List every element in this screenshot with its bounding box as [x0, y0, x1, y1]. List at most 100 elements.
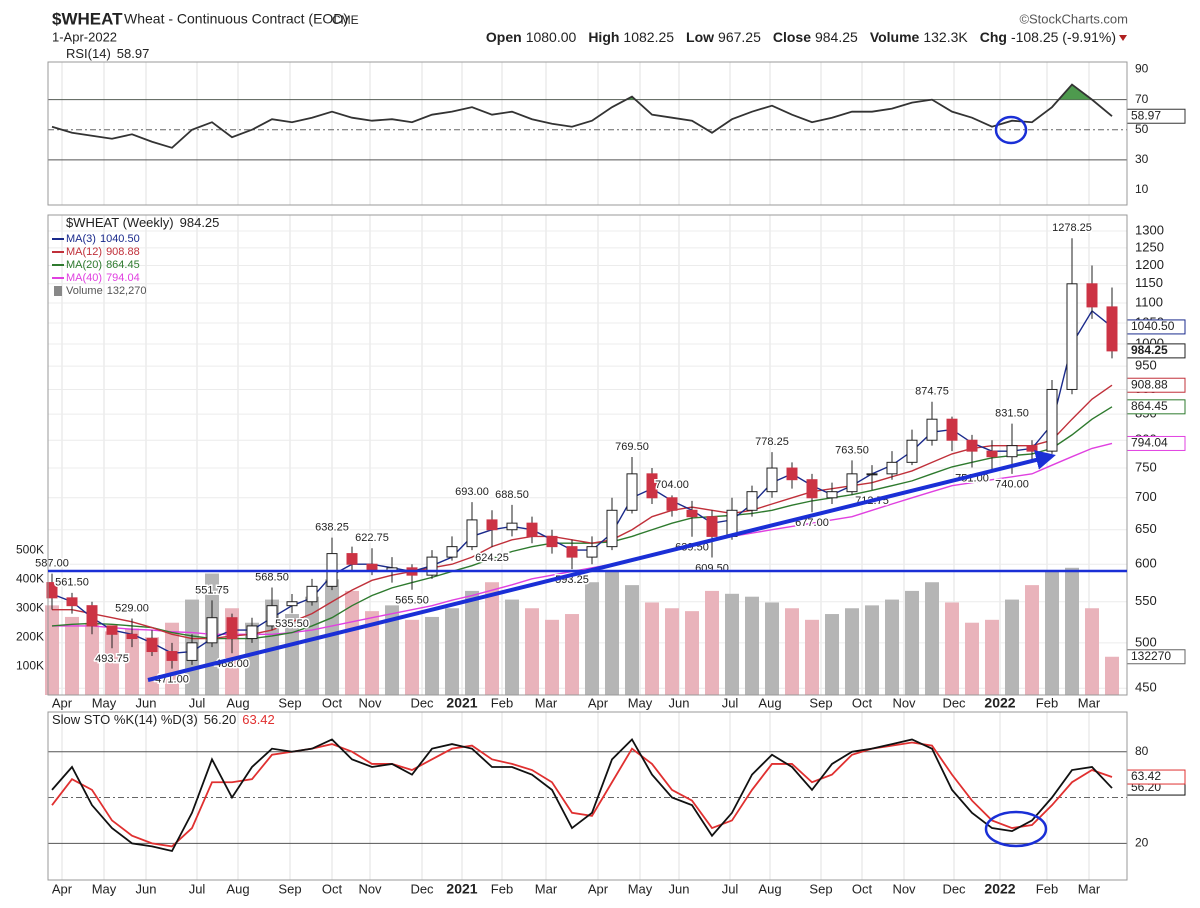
price-annotation: 529.00: [115, 602, 149, 614]
candle-body: [226, 617, 238, 640]
volume-tick-label: 200K: [16, 629, 44, 643]
quote-value: 1082.25: [623, 29, 674, 45]
value-box-label: 908.88: [1131, 377, 1168, 391]
candle-body: [626, 473, 638, 511]
candle-body: [666, 497, 678, 511]
legend-value: 864.45: [106, 259, 140, 271]
x-tick-label: Dec: [410, 695, 434, 710]
x-tick-label: Mar: [535, 695, 558, 710]
x-tick-label: 2022: [984, 695, 1015, 711]
volume-bar: [905, 590, 919, 695]
legend-entry: MA(40) 794.04: [66, 272, 140, 284]
legend-entry: MA(20) 864.45: [66, 259, 140, 271]
legend-name: MA(12): [66, 246, 102, 258]
price-annotation: 493.75: [95, 653, 129, 665]
x-tick-label: Mar: [1078, 881, 1101, 896]
y-tick-label: 950: [1135, 358, 1157, 373]
volume-bar: [365, 611, 379, 695]
y-tick-label: 70: [1135, 92, 1149, 106]
y-tick-label: 1300: [1135, 222, 1164, 237]
quote-value: 967.25: [718, 29, 761, 45]
x-tick-label: Jul: [189, 695, 206, 710]
price-annotation: 561.50: [55, 577, 89, 589]
volume-bar: [785, 608, 799, 695]
candle-body: [606, 509, 618, 548]
x-tick-label: Nov: [892, 695, 916, 710]
candle-body: [286, 601, 298, 607]
volume-bar: [925, 582, 939, 695]
price-annotation: 693.00: [455, 486, 489, 498]
rsi-name: RSI(14): [66, 46, 111, 61]
x-tick-label: Sep: [278, 695, 301, 710]
price-annotation: 1278.25: [1052, 222, 1092, 234]
legend-name: Volume: [66, 285, 103, 297]
x-tick-label: Mar: [535, 881, 558, 896]
price-annotation: 609.50: [695, 562, 729, 574]
quote-value: -108.25 (-9.91%): [1011, 29, 1116, 45]
volume-bar: [805, 619, 819, 695]
legend-value: 794.04: [106, 272, 140, 284]
candle-body: [486, 519, 498, 531]
price-annotation: 551.75: [195, 584, 229, 596]
candle-body: [546, 535, 558, 548]
candle-body: [926, 418, 938, 441]
symbol: $WHEAT: [52, 9, 123, 28]
quote-label: Volume: [870, 29, 920, 45]
volume-bar: [825, 614, 839, 695]
volume-bar: [65, 616, 79, 695]
candle-body: [686, 509, 698, 518]
exchange: CME: [332, 13, 359, 27]
value-box-label: 1040.50: [1131, 319, 1175, 333]
x-tick-label: Aug: [758, 695, 781, 710]
price-annotation: 831.50: [995, 407, 1029, 419]
x-tick-label: Feb: [491, 695, 513, 710]
x-tick-label: Oct: [322, 881, 343, 896]
volume-bar: [625, 585, 639, 695]
volume-bar: [585, 582, 599, 695]
candle-body: [166, 651, 178, 661]
quote-label: Open: [486, 29, 522, 45]
x-tick-label: Sep: [809, 695, 832, 710]
price-annotation: 688.50: [495, 489, 529, 501]
candle-body: [746, 491, 758, 511]
quote-label: Close: [773, 29, 811, 45]
candle-body: [66, 597, 78, 607]
x-tick-label: Jun: [669, 695, 690, 710]
instrument-name: Wheat - Continuous Contract (EOD): [124, 11, 348, 27]
volume-bar: [425, 616, 439, 695]
x-tick-label: May: [92, 695, 117, 710]
value-box-label: 132270: [1131, 649, 1171, 663]
volume-bar: [505, 599, 519, 695]
quote: Open 1080.00 High 1082.25 Low 967.25 Close 984.…: [486, 29, 1116, 45]
y-tick-label: 1250: [1135, 239, 1164, 254]
volume-bar: [305, 596, 319, 695]
x-tick-label: Oct: [322, 695, 343, 710]
candle-body: [1046, 388, 1058, 452]
volume-bar: [545, 619, 559, 695]
volume-bar: [385, 605, 399, 695]
x-tick-label: Jul: [722, 695, 739, 710]
legend-swatch: [54, 286, 62, 296]
x-tick-label: Apr: [588, 695, 609, 710]
x-tick-label: Apr: [588, 881, 609, 896]
candle-body: [86, 605, 98, 627]
y-tick-label: 90: [1135, 62, 1149, 76]
volume-bar: [845, 608, 859, 695]
candle-body: [186, 642, 198, 661]
volume-bar: [565, 614, 579, 695]
volume-bar: [645, 602, 659, 695]
legend-entry: Volume 132,270: [66, 285, 146, 297]
rsi-legend: RSI(14) 58.97: [66, 46, 149, 61]
volume-bar: [1025, 585, 1039, 695]
volume-bar: [465, 590, 479, 695]
candle-body: [506, 522, 518, 531]
volume-bar: [345, 590, 359, 695]
sto-d-value: 63.42: [242, 712, 275, 727]
candle-body: [306, 585, 318, 603]
x-tick-label: 2021: [446, 695, 477, 711]
legend-value: 908.88: [106, 246, 140, 258]
x-tick-label: 2021: [446, 881, 477, 897]
x-tick-label: Jul: [189, 881, 206, 896]
price-legend: $WHEAT (Weekly) 984.25: [66, 215, 219, 230]
overbought-fill: [626, 84, 1092, 100]
